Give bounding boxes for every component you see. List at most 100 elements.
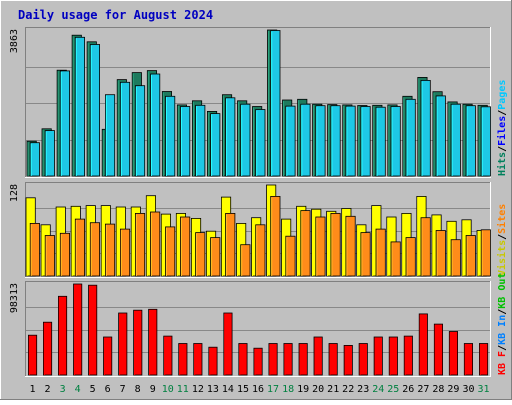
x-tick-label-day-31: 31 [477,384,489,395]
legend: Visits/Sites [496,204,508,276]
legend-entry: KB In [497,315,508,345]
legend-entry: Pages [497,80,508,110]
x-tick-label-day-11: 11 [177,384,189,395]
bar-kb-f-day-19 [298,343,308,376]
x-tick-label-day-15: 15 [237,384,249,395]
bar-kb-f-day-16 [253,347,263,376]
x-tick-label-day-4: 4 [75,384,81,395]
bar-kb-f-day-3 [58,295,68,376]
legend-entry: / [497,309,508,315]
bar-sites-day-22 [345,215,356,277]
bar-sites-day-7 [120,228,131,277]
bar-pages-day-12 [195,104,206,177]
bar-sites-day-1 [29,222,40,277]
legend-entry: / [497,146,508,152]
bar-pages-day-8 [134,85,146,177]
bar-kb-f-day-13 [208,346,218,376]
x-axis-labels: 1 2 3 4 5 6 7 8 9 10 11 12 13 14 15 16 17 18 19 20 21 22 23 24 2… [29,384,489,395]
bar-sites-day-28 [435,230,446,277]
x-tick-label-day-23: 23 [357,384,369,395]
x-tick-label-day-14: 14 [222,384,234,395]
bar-pages-day-21 [330,105,341,177]
y-max-label: 128 [9,184,20,202]
y-max-label: 98313 [9,283,20,313]
bar-sites-day-31 [480,229,491,277]
x-tick-label-day-16: 16 [252,384,264,395]
x-tick-label-day-3: 3 [60,384,66,395]
x-tick-label-day-17: 17 [267,384,279,395]
bar-kb-f-day-7 [118,312,128,376]
bar-kb-f-day-20 [313,336,323,376]
x-tick-label-day-6: 6 [105,384,111,395]
bar-pages-day-19 [300,103,311,177]
bar-pages-day-24 [375,106,386,177]
legend: Hits/Files/Pages [496,80,508,176]
legend-entry: KB Out [497,273,508,309]
x-tick-label-day-9: 9 [150,384,156,395]
bar-kb-f-day-8 [133,309,143,376]
x-tick-label-day-24: 24 [372,384,384,395]
bar-sites-day-18 [285,235,296,277]
bar-pages-day-31 [480,106,491,177]
bar-kb-f-day-27 [418,313,428,376]
bar-sites-day-2 [44,235,55,277]
x-tick-label-day-27: 27 [417,384,429,395]
bar-sites-day-27 [420,217,431,277]
bar-kb-f-day-18 [283,343,293,376]
legend-entry: Hits [496,152,508,176]
x-tick-label-day-13: 13 [207,384,219,395]
bar-pages-day-29 [450,103,461,177]
bar-pages-day-22 [345,105,356,177]
bar-sites-day-21 [330,212,341,277]
bar-pages-day-6 [105,94,116,177]
bar-sites-day-17 [270,195,281,277]
bar-kb-f-day-15 [238,343,248,376]
bar-sites-day-6 [105,223,116,277]
x-tick-label-day-18: 18 [282,384,294,395]
bar-pages-day-18 [285,105,296,177]
bar-kb-f-day-11 [178,343,188,376]
series-sites [29,195,491,277]
bar-kb-f-day-24 [373,336,383,376]
bar-sites-day-23 [360,232,371,277]
bar-pages-day-26 [405,98,416,177]
x-tick-label-day-12: 12 [192,384,204,395]
bar-kb-f-day-17 [268,343,278,376]
x-tick-label-day-8: 8 [135,384,141,395]
bar-pages-day-17 [270,30,281,177]
bar-pages-day-10 [165,95,176,177]
bar-kb-f-day-4 [73,283,83,376]
bar-pages-day-27 [420,80,431,177]
bar-pages-day-1 [29,142,40,177]
panel-2: 128 Visits/Sites [9,182,508,278]
legend-entry: KB F [497,351,508,375]
x-tick-label-day-19: 19 [297,384,309,395]
bar-sites-day-19 [300,210,311,277]
series-pages [29,30,491,177]
x-tick-label-day-7: 7 [120,384,126,395]
x-tick-label-day-21: 21 [327,384,339,395]
bar-sites-day-9 [150,211,161,277]
bar-sites-day-29 [450,239,461,277]
x-tick-label-day-22: 22 [342,384,354,395]
bar-sites-day-11 [180,216,191,277]
bar-kb-f-day-25 [388,336,398,376]
bar-sites-day-26 [405,237,416,277]
bar-pages-day-2 [44,130,55,177]
bar-pages-day-28 [435,95,446,177]
legend-entry: / [497,110,508,116]
bar-pages-day-30 [465,105,476,177]
x-tick-label-day-10: 10 [162,384,174,395]
bar-pages-day-15 [240,103,251,177]
bar-sites-day-4 [74,218,86,277]
x-tick-label-day-1: 1 [29,384,35,395]
bar-kb-f-day-31 [478,343,489,376]
bar-sites-day-25 [390,241,401,277]
series-kb-f [27,283,489,376]
bar-pages-day-5 [89,44,101,177]
